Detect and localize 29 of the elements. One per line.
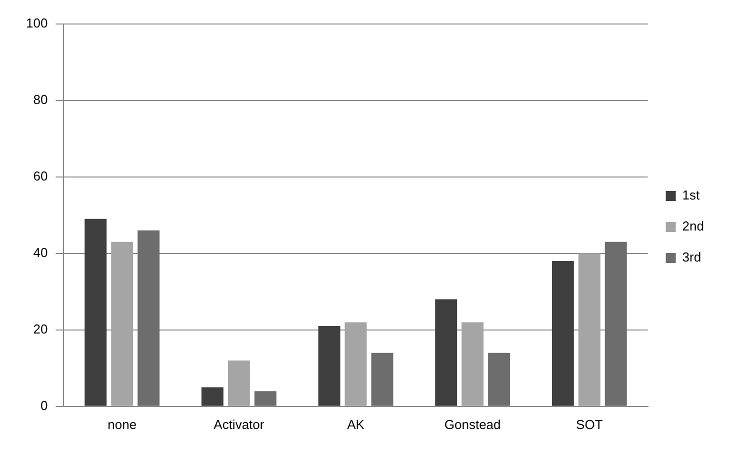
bar [84,218,107,406]
y-tick-label: 60 [33,168,48,184]
bar [371,352,394,406]
bar [552,261,574,406]
y-tick-label: 100 [26,15,48,30]
x-tick-label: Gonstead [444,416,501,432]
bar [318,326,340,406]
x-tick-label: SOT [576,416,603,432]
bar [344,322,367,406]
legend-label: 3rd [682,250,702,265]
y-tick-label: 40 [33,244,48,260]
bar [201,387,224,406]
bar [462,322,484,406]
x-tick-label: Activator [214,416,265,432]
y-tick-label: 20 [33,321,48,336]
bar [604,242,627,406]
bar [111,242,134,406]
legend-label: 2nd [682,218,704,234]
y-tick-label: 0 [40,398,48,413]
x-tick-label: none [108,416,137,432]
y-tick-label: 80 [33,92,48,107]
bar [228,360,250,406]
bar [578,253,600,406]
x-tick-label: AK [347,416,365,432]
bar [138,230,160,406]
bar [254,391,276,406]
bar [435,299,458,406]
legend-label: 1st [682,188,700,203]
bar [488,352,510,406]
